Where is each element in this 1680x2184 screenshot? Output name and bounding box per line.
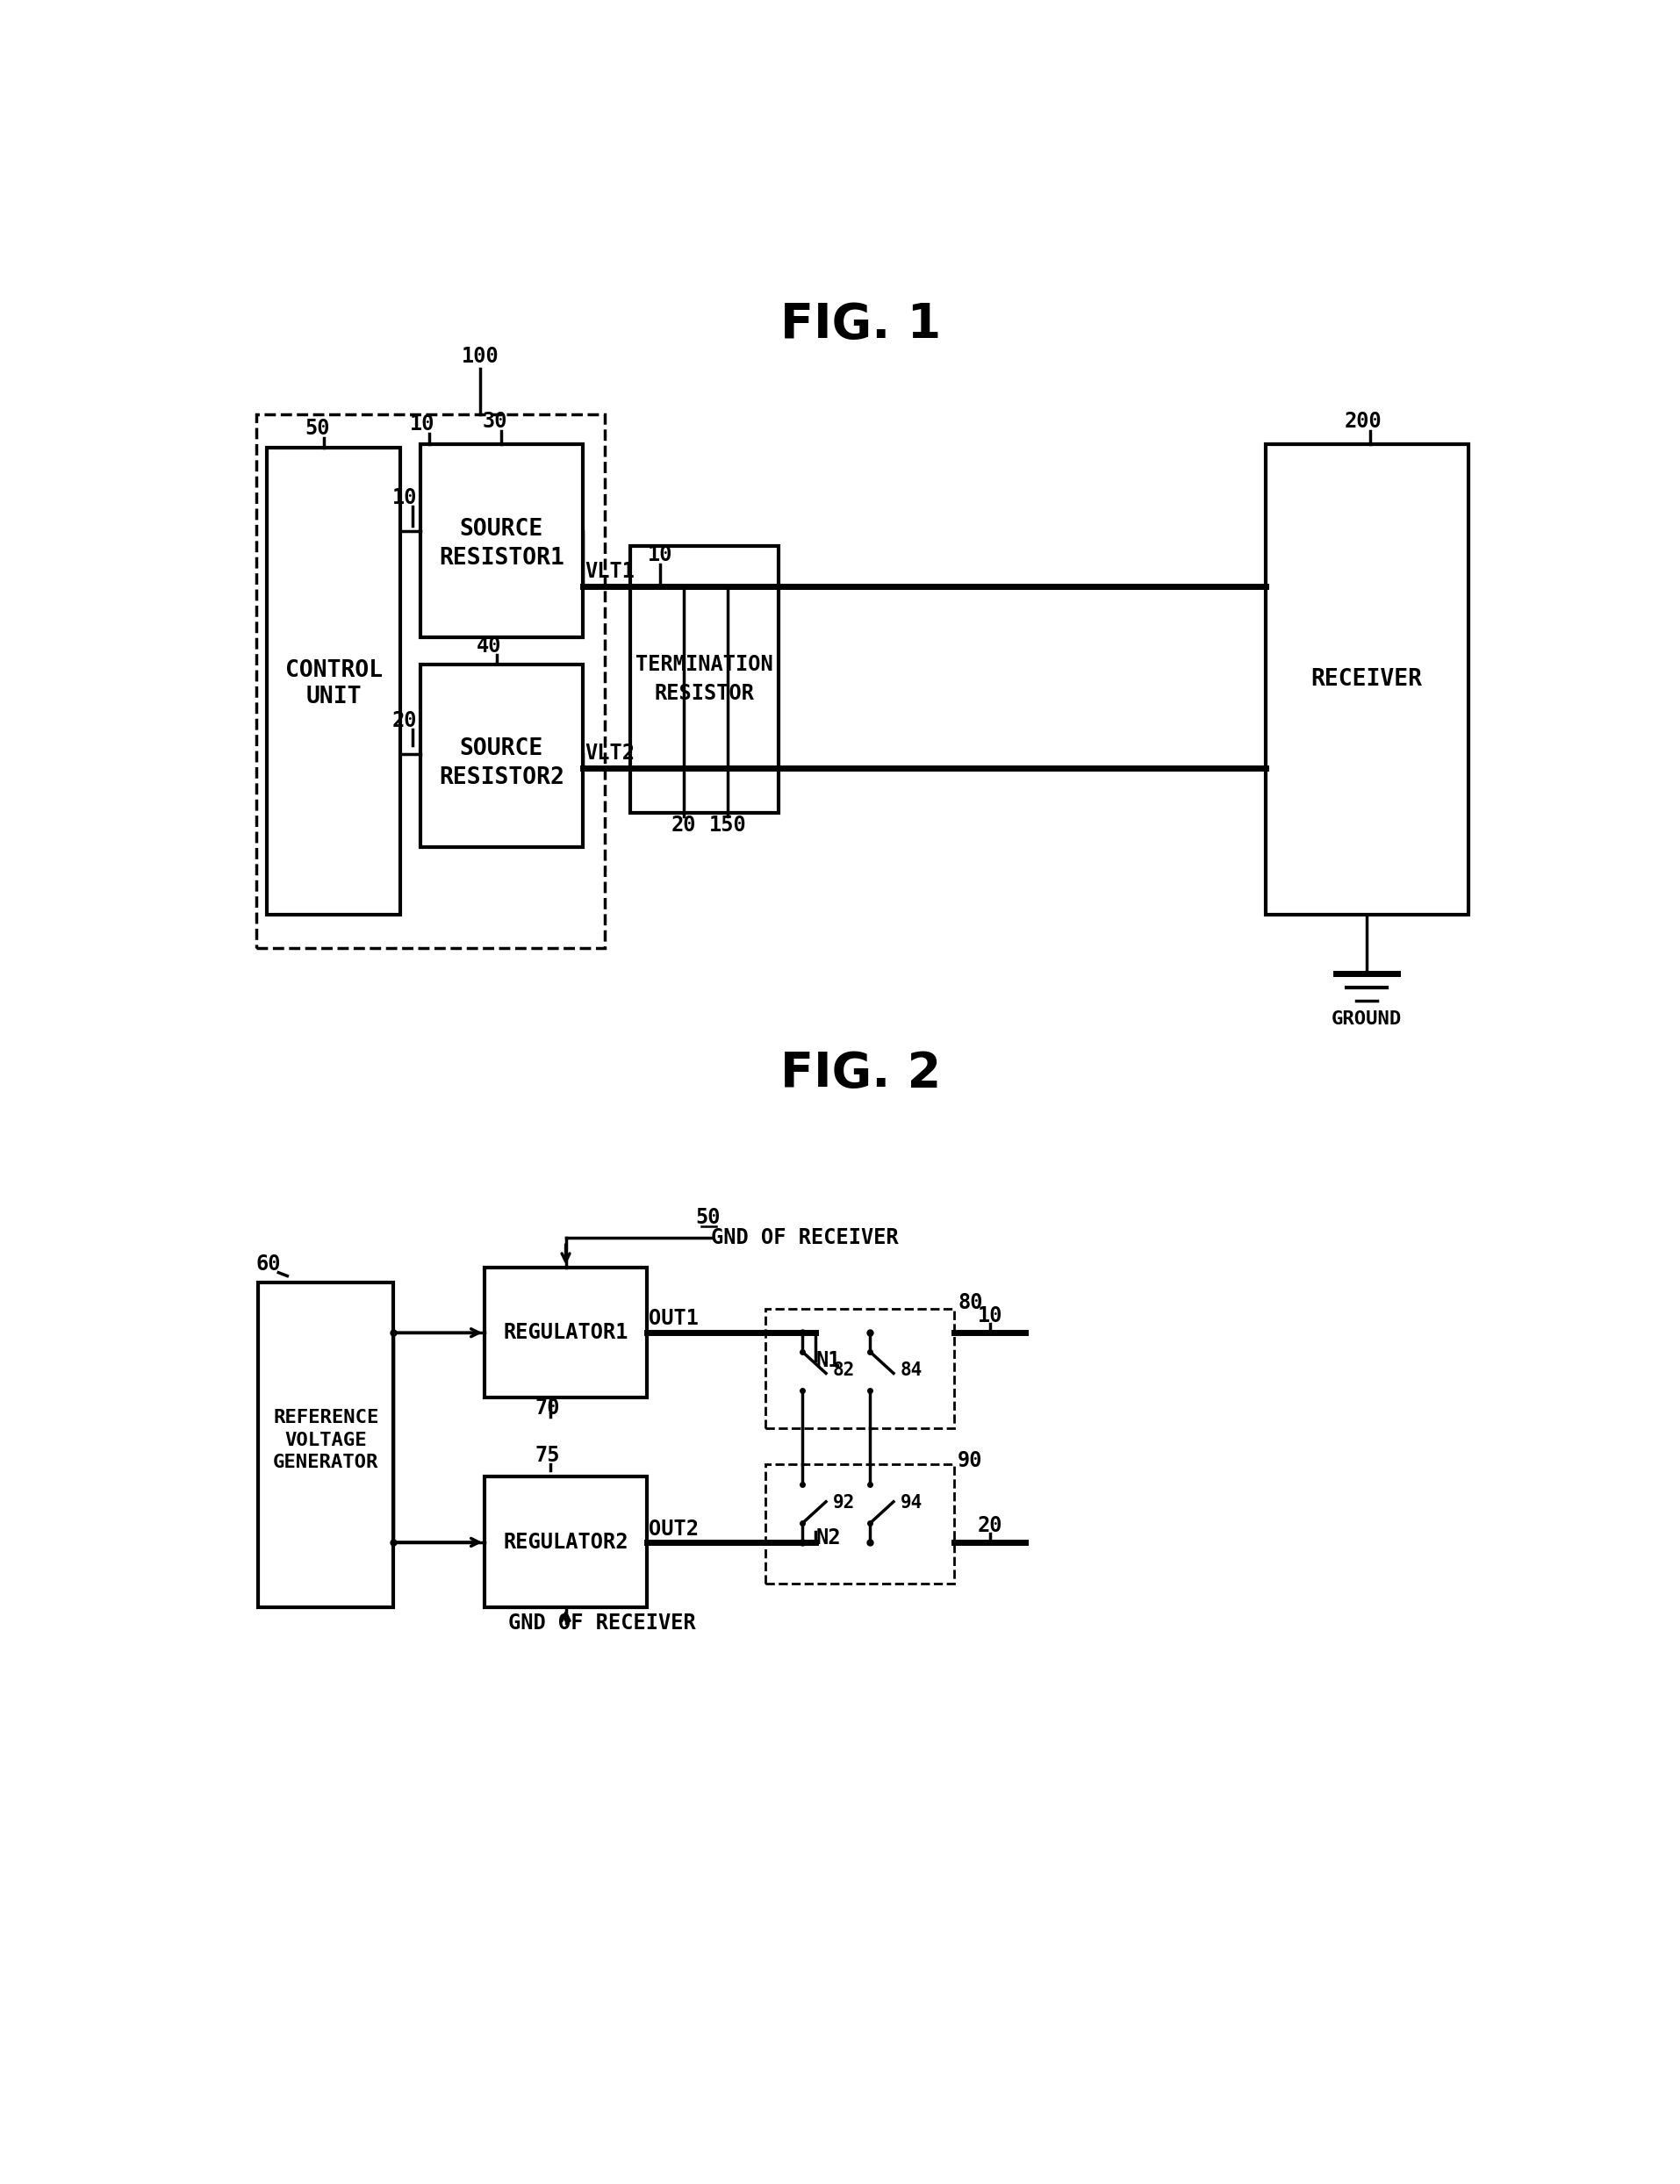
- Text: 50: 50: [304, 417, 329, 439]
- Text: 84: 84: [900, 1361, 922, 1378]
- Text: CONTROL: CONTROL: [286, 660, 383, 681]
- Text: N1: N1: [815, 1350, 840, 1372]
- Bar: [764, 1308, 954, 1428]
- Text: RECEIVER: RECEIVER: [1310, 668, 1421, 690]
- Bar: [420, 664, 583, 847]
- Text: GROUND: GROUND: [1331, 1011, 1401, 1029]
- Bar: [259, 1282, 393, 1607]
- Bar: [484, 1476, 647, 1607]
- Bar: [630, 546, 778, 812]
- Text: 20: 20: [672, 815, 696, 836]
- Text: 50: 50: [696, 1206, 719, 1227]
- Text: SOURCE: SOURCE: [460, 738, 543, 760]
- Bar: [267, 448, 400, 915]
- Text: TERMINATION: TERMINATION: [635, 653, 773, 675]
- Text: 30: 30: [482, 411, 507, 432]
- Text: 150: 150: [709, 815, 746, 836]
- Bar: [484, 1267, 647, 1398]
- Text: 80: 80: [958, 1293, 983, 1313]
- Bar: [764, 1463, 954, 1583]
- Text: VLT1: VLT1: [585, 561, 635, 583]
- Bar: [255, 415, 605, 948]
- Text: OUT2: OUT2: [648, 1518, 699, 1540]
- Bar: [420, 446, 583, 638]
- Text: GND OF RECEIVER: GND OF RECEIVER: [507, 1612, 696, 1634]
- Text: 20: 20: [391, 710, 417, 732]
- Text: 10: 10: [410, 413, 435, 435]
- Text: 82: 82: [832, 1361, 855, 1378]
- Text: GENERATOR: GENERATOR: [272, 1455, 378, 1472]
- Text: 40: 40: [477, 636, 502, 657]
- Text: 10: 10: [647, 544, 672, 566]
- Text: N2: N2: [815, 1527, 840, 1548]
- Text: 200: 200: [1344, 411, 1381, 432]
- Text: RESISTOR1: RESISTOR1: [438, 546, 564, 570]
- Text: RESISTOR: RESISTOR: [654, 684, 754, 703]
- Text: 70: 70: [534, 1398, 559, 1417]
- Text: RESISTOR2: RESISTOR2: [438, 767, 564, 788]
- Text: 100: 100: [460, 347, 499, 367]
- Text: REGULATOR2: REGULATOR2: [502, 1531, 628, 1553]
- Text: 90: 90: [958, 1450, 983, 1472]
- Text: REFERENCE: REFERENCE: [272, 1409, 378, 1426]
- Text: VOLTAGE: VOLTAGE: [284, 1431, 366, 1448]
- Text: REGULATOR1: REGULATOR1: [502, 1321, 628, 1343]
- Text: SOURCE: SOURCE: [460, 518, 543, 539]
- Text: GND OF RECEIVER: GND OF RECEIVER: [711, 1227, 899, 1247]
- Text: 10: 10: [978, 1306, 1003, 1326]
- Text: 75: 75: [534, 1446, 559, 1465]
- Text: 20: 20: [978, 1516, 1003, 1535]
- Text: VLT2: VLT2: [585, 743, 635, 764]
- Text: UNIT: UNIT: [306, 686, 361, 708]
- Text: 60: 60: [255, 1254, 281, 1275]
- Text: OUT1: OUT1: [648, 1308, 699, 1330]
- Bar: [1265, 446, 1467, 915]
- Text: 10: 10: [391, 487, 417, 509]
- Text: 92: 92: [832, 1494, 855, 1511]
- Text: 94: 94: [900, 1494, 922, 1511]
- Text: FIG. 1: FIG. 1: [780, 301, 941, 349]
- Text: FIG. 2: FIG. 2: [780, 1051, 941, 1096]
